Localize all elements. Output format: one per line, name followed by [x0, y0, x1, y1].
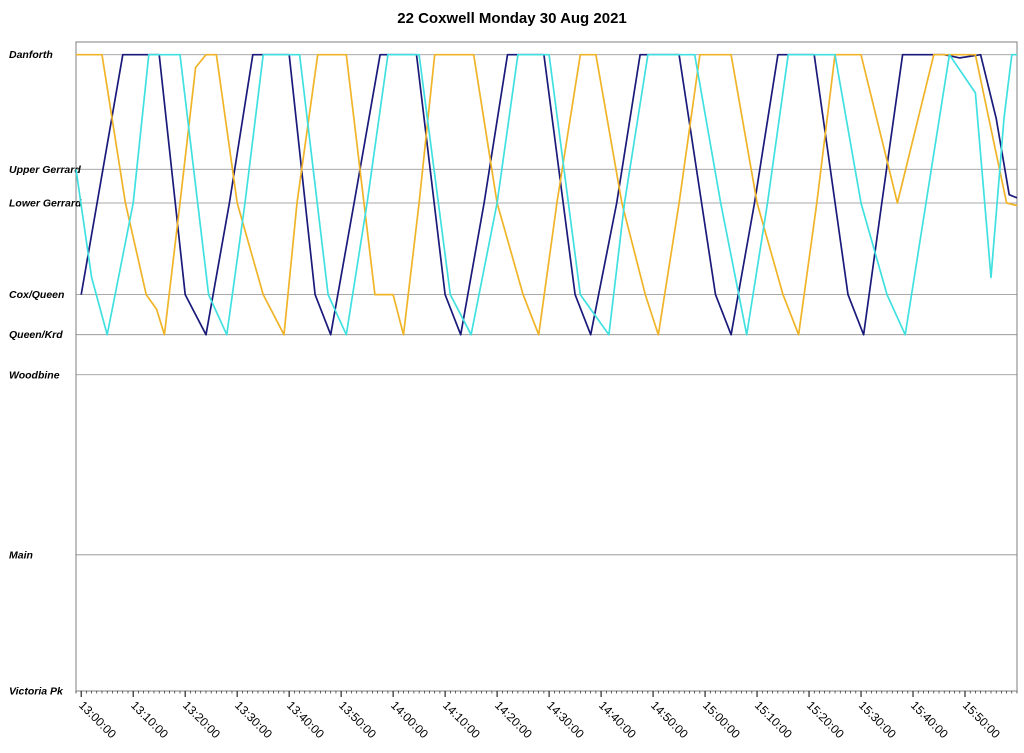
series-line-1: [76, 53, 1018, 336]
x-tick-label-9: 14:30:00: [544, 698, 587, 741]
x-tick-label-3: 13:30:00: [232, 698, 275, 741]
x-tick-label-4: 13:40:00: [284, 698, 327, 741]
series-line-0: [80, 53, 1018, 336]
chart-title: 22 Coxwell Monday 30 Aug 2021: [397, 10, 627, 27]
y-tick-label-2: Lower Gerrard: [9, 197, 82, 209]
x-tick-label-15: 15:30:00: [856, 698, 899, 741]
x-tick-label-2: 13:20:00: [180, 698, 223, 741]
y-tick-label-6: Main: [9, 549, 33, 561]
series-line-2: [75, 53, 1017, 336]
x-tick-label-6: 14:00:00: [388, 698, 431, 741]
x-tick-label-7: 14:10:00: [440, 698, 483, 741]
y-tick-label-4: Queen/Krd: [9, 329, 63, 341]
x-tick-label-12: 15:00:00: [700, 698, 743, 741]
x-tick-label-11: 14:50:00: [648, 698, 691, 741]
y-tick-label-1: Upper Gerrard: [9, 164, 81, 176]
x-tick-label-14: 15:20:00: [804, 698, 847, 741]
y-tick-label-3: Cox/Queen: [9, 289, 64, 301]
x-tick-label-0: 13:00:00: [76, 698, 119, 741]
x-tick-label-10: 14:40:00: [596, 698, 639, 741]
x-tick-label-5: 13:50:00: [336, 698, 379, 741]
x-tick-label-17: 15:50:00: [960, 698, 1003, 741]
x-tick-label-13: 15:10:00: [752, 698, 795, 741]
x-tick-label-16: 15:40:00: [908, 698, 951, 741]
x-tick-label-1: 13:10:00: [128, 698, 171, 741]
y-tick-label-5: Woodbine: [9, 369, 60, 381]
plot-frame: [75, 41, 1018, 692]
y-tick-label-0: Danforth: [9, 49, 53, 61]
y-tick-label-7: Victoria Pk: [9, 686, 64, 698]
x-tick-label-8: 14:20:00: [492, 698, 535, 741]
